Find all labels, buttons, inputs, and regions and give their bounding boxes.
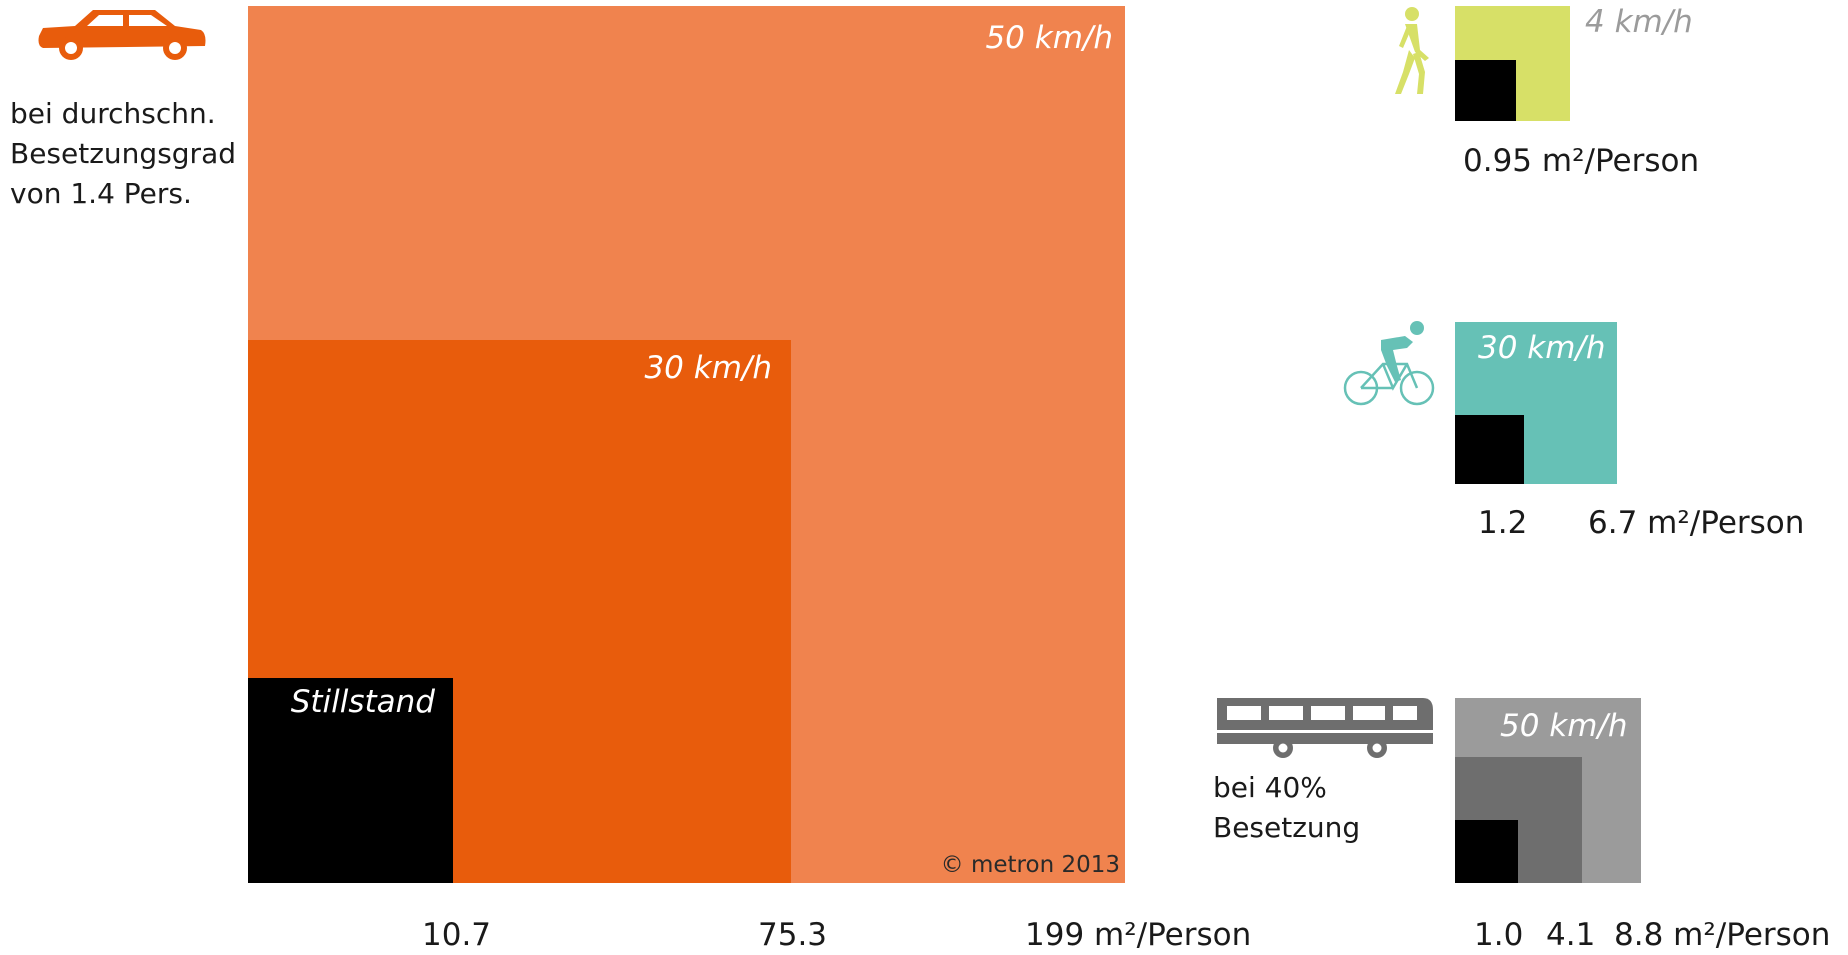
car-value-50kmh: 199 m²/Person <box>1025 917 1252 953</box>
car-speed-label-stillstand: Stillstand <box>290 684 435 720</box>
car-occupancy-note: bei durchschn. Besetzungsgrad von 1.4 Pe… <box>10 97 236 210</box>
ped-area-standing <box>1455 60 1516 121</box>
bicycle-icon <box>1343 321 1435 406</box>
ped-value-label: 0.95 m²/Person <box>1463 143 1700 179</box>
car-area-stillstand <box>248 678 453 883</box>
car-speed-label-30: 30 km/h <box>644 350 772 386</box>
car-speed-label-50: 50 km/h <box>985 20 1113 56</box>
bus-value-mid: 4.1 <box>1546 917 1596 953</box>
car-value-30kmh: 75.3 <box>758 917 828 953</box>
bus-speed-label: 50 km/h <box>1500 708 1628 744</box>
bike-speed-label: 30 km/h <box>1478 330 1606 366</box>
bike-standing-value: 1.2 <box>1478 505 1528 541</box>
car-icon <box>38 10 206 60</box>
bus-area-standing <box>1455 820 1518 883</box>
bus-occupancy-note: bei 40% Besetzung <box>1213 771 1361 844</box>
copyright-label: © metron 2013 <box>940 852 1120 878</box>
pedestrian-icon <box>1395 7 1429 94</box>
bus-value-50kmh: 8.8 m²/Person <box>1614 917 1831 953</box>
bike-area-standing <box>1455 415 1524 484</box>
ped-speed-label: 4 km/h <box>1585 4 1693 40</box>
bus-value-standing: 1.0 <box>1474 917 1524 953</box>
bike-value-label: 6.7 m²/Person <box>1588 505 1805 541</box>
bus-icon <box>1217 698 1433 758</box>
car-value-stillstand: 10.7 <box>422 917 492 953</box>
